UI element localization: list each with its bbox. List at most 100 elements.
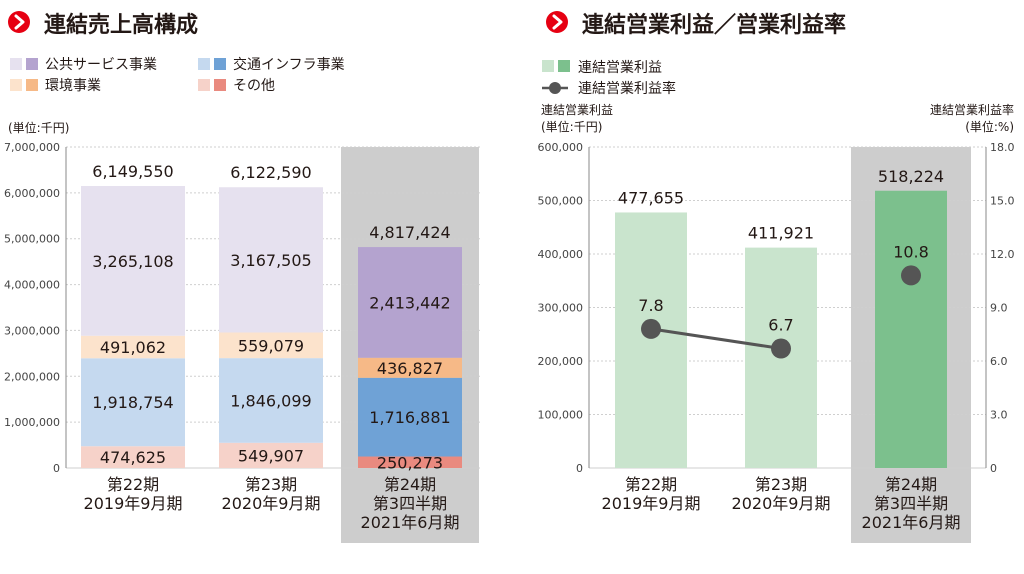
x-category-label: 第23期: [755, 475, 807, 494]
swatch-light: [198, 79, 210, 91]
y2-tick-label: 3.0: [990, 409, 1008, 422]
title-chevron-icon: [546, 11, 568, 33]
bar-value-label: 518,224: [878, 167, 944, 186]
total-value-label: 4,817,424: [369, 223, 450, 242]
bar-segment: [81, 335, 185, 359]
bar-segment: [358, 247, 462, 358]
y-tick-label: 7,000,000: [4, 141, 60, 154]
y2-tick-label: 0: [990, 462, 997, 475]
y2-tick-label: 9.0: [990, 302, 1008, 315]
y-tick-label: 600,000: [538, 141, 584, 154]
x-category-label: 第22期: [107, 475, 159, 494]
legend-swatch: [10, 79, 38, 91]
bar-value-label: 477,655: [618, 188, 684, 207]
bar-segment: [358, 377, 462, 457]
y-tick-label: 500,000: [538, 195, 584, 208]
chevron-glyph: [14, 14, 25, 30]
x-category-label: 2021年6月期: [361, 513, 460, 532]
margin-value-label: 6.7: [768, 316, 793, 335]
x-category-label: 第24期: [384, 475, 436, 494]
x-category-label: 2020年9月期: [222, 494, 321, 513]
legend-line-marker: [542, 82, 568, 94]
swatch-light: [542, 60, 554, 72]
bar-value-label: 411,921: [748, 224, 814, 243]
y2-tick-label: 15.0: [990, 195, 1015, 208]
y2-tick-label: 18.0: [990, 141, 1015, 154]
bar-segment: [219, 332, 323, 359]
bar-segment: [219, 442, 323, 468]
title-chevron-icon: [8, 11, 30, 33]
y-tick-label: 200,000: [538, 355, 584, 368]
legend-label: 公共サービス事業: [45, 57, 157, 73]
swatch-dark: [26, 58, 38, 70]
bar-segment: [219, 358, 323, 443]
left-axis-label: (単位:千円): [541, 119, 602, 134]
y-tick-label: 3,000,000: [4, 324, 60, 337]
segment-value-label: 549,907: [238, 446, 304, 465]
chart1-title: 連結売上高構成: [44, 12, 198, 38]
segment-value-label: 250,273: [377, 453, 443, 472]
right-axis-label: 連結営業利益率: [930, 102, 1014, 117]
x-category-label: 第23期: [245, 475, 297, 494]
chevron-glyph: [552, 14, 563, 30]
x-category-label: 第22期: [625, 475, 677, 494]
bar-segment: [358, 357, 462, 378]
x-category-label: 第3四半期: [373, 494, 447, 513]
legend-swatch: [198, 79, 226, 91]
bar-segment: [358, 456, 462, 468]
legend-swatch: [198, 58, 226, 70]
chevron-circle: [546, 11, 568, 33]
y-tick-label: 400,000: [538, 248, 584, 261]
segment-value-label: 3,167,505: [230, 251, 311, 270]
swatch-dark: [214, 79, 226, 91]
y2-tick-label: 6.0: [990, 355, 1008, 368]
total-value-label: 6,122,590: [230, 163, 311, 182]
margin-value-label: 7.8: [638, 296, 663, 315]
bar-segment: [81, 185, 185, 336]
y-tick-label: 6,000,000: [4, 187, 60, 200]
legend-label: 環境事業: [45, 78, 101, 94]
swatch-dark: [558, 60, 570, 72]
bar-segment: [81, 446, 185, 468]
legend-label: 連結営業利益率: [578, 80, 676, 97]
right-axis-label: (単位:%): [965, 119, 1014, 134]
segment-value-label: 1,846,099: [230, 391, 311, 410]
x-category-label: 2020年9月期: [732, 494, 831, 513]
swatch-light: [198, 58, 210, 70]
x-category-label: 2021年6月期: [862, 513, 961, 532]
chevron-circle: [8, 11, 30, 33]
bar-segment: [219, 187, 323, 333]
legend-swatch: [10, 58, 38, 70]
bar-segment: [81, 358, 185, 447]
x-category-label: 2019年9月期: [602, 494, 701, 513]
y-tick-label: 4,000,000: [4, 279, 60, 292]
y-tick-label: 1,000,000: [4, 416, 60, 429]
y-tick-label: 2,000,000: [4, 370, 60, 383]
y-tick-label: 100,000: [538, 409, 584, 422]
margin-value-label: 10.8: [893, 242, 929, 261]
segment-value-label: 491,062: [100, 338, 166, 357]
legend-label: 交通インフラ事業: [233, 56, 345, 73]
segment-value-label: 2,413,442: [369, 293, 450, 312]
x-category-label: 第24期: [885, 475, 937, 494]
profit-bar: [615, 212, 687, 468]
left-axis-label: 連結営業利益: [541, 103, 613, 117]
y-tick-label: 0: [53, 462, 60, 475]
x-category-label: 2019年9月期: [84, 494, 183, 513]
legend-dot: [549, 82, 561, 94]
x-category-label: 第3四半期: [874, 494, 948, 513]
swatch-dark: [26, 79, 38, 91]
swatch-light: [10, 58, 22, 70]
margin-line-segment: [650, 327, 782, 350]
segment-value-label: 3,265,108: [92, 252, 173, 271]
margin-point: [901, 265, 921, 286]
legend-label: その他: [233, 78, 275, 94]
legend-label: 連結営業利益: [578, 60, 662, 76]
segment-value-label: 474,625: [100, 448, 166, 467]
y-tick-label: 5,000,000: [4, 233, 60, 246]
y-tick-label: 0: [576, 462, 583, 475]
profit-bar: [875, 190, 947, 468]
segment-value-label: 1,716,881: [369, 408, 450, 427]
margin-point: [641, 318, 661, 339]
